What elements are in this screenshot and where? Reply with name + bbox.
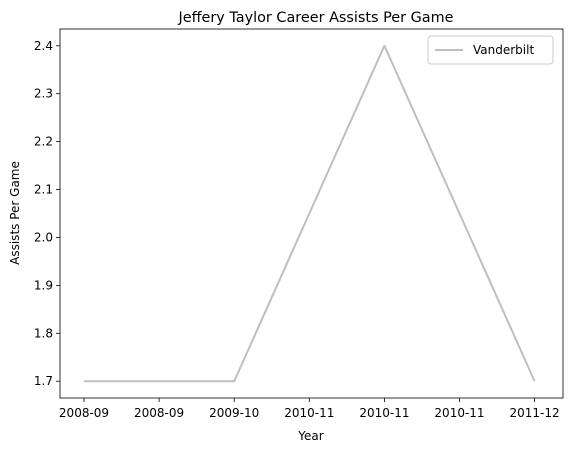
legend-label: Vanderbilt [473,43,534,57]
y-tick-label: 2.2 [34,135,53,149]
x-tick-label: 2009-10 [209,406,259,420]
x-axis-label: Year [297,429,323,443]
y-axis: 1.7 1.8 1.9 2.0 2.1 2.2 2.3 2.4 [34,39,60,388]
y-tick-label: 2.0 [34,230,53,244]
plot-area [60,29,563,398]
x-tick-label: 2011-12 [510,406,560,420]
y-axis-label: Assists Per Game [8,161,22,265]
series-layer [83,44,536,383]
y-tick-label: 2.3 [34,87,53,101]
chart-title: Jeffery Taylor Career Assists Per Game [178,10,454,26]
y-tick-label: 1.8 [34,326,53,340]
x-tick-label: 2010-11 [434,406,484,420]
y-tick-label: 1.9 [34,278,53,292]
y-tick-label: 2.1 [34,183,53,197]
x-tick-label: 2008-09 [59,406,109,420]
y-tick-label: 1.7 [34,374,53,388]
legend-box [427,35,554,65]
legend: Vanderbilt [427,35,554,65]
y-tick-label: 2.4 [34,39,53,53]
x-tick-label: 2010-11 [284,406,334,420]
x-tick-label: 2008-09 [134,406,184,420]
x-tick-label: 2010-11 [359,406,409,420]
plot-frame [59,28,564,399]
x-axis: 2008-09 2008-09 2009-10 2010-11 2010-11 2010-… [59,398,560,420]
